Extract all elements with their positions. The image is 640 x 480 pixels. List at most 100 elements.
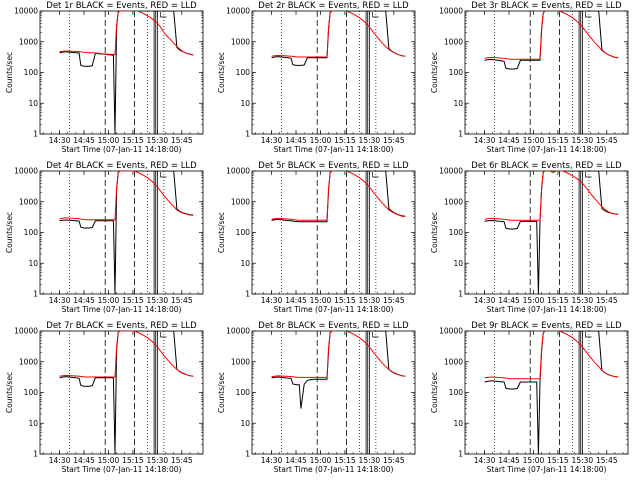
y-tick-label: 10	[453, 99, 463, 108]
events-series-line	[59, 331, 194, 454]
y-tick-label: 10	[28, 419, 38, 428]
plot-frame	[464, 170, 629, 295]
x-tick-label: 15:30	[359, 136, 381, 145]
lld-series-line	[484, 171, 619, 221]
y-tick-label: 10000	[14, 167, 38, 176]
lld-series-line	[59, 171, 194, 221]
y-tick-label: 1000	[19, 37, 38, 46]
plot-frame	[251, 170, 416, 295]
attenuator-marker	[372, 12, 379, 18]
x-tick-label: 15:00	[523, 456, 545, 465]
panel-9: Det 9r BLACK = Events, RED = LLD 1 10 100 10…	[430, 321, 629, 474]
panel-1: Det 1r BLACK = Events, RED = LLD 1 10 100 10…	[5, 1, 204, 154]
events-series-line	[484, 331, 619, 454]
attenuator-marker	[585, 332, 592, 338]
lld-series-line	[484, 331, 619, 380]
y-tick-label: 1000	[19, 197, 38, 206]
x-tick-label: 14:45	[73, 296, 95, 305]
plot-frame	[39, 10, 204, 135]
x-tick-label: 14:45	[285, 136, 307, 145]
y-tick-label: 10	[28, 259, 38, 268]
x-tick-label: 15:45	[171, 456, 193, 465]
x-tick-label: 15:45	[383, 296, 405, 305]
x-tick-label: 15:00	[310, 296, 332, 305]
lld-series-line	[271, 11, 406, 58]
y-tick-label: 1	[33, 450, 38, 459]
panel-3: Det 3r BLACK = Events, RED = LLD 1 10 100 10…	[430, 1, 629, 154]
x-tick-label: 15:00	[523, 136, 545, 145]
x-tick-label: 15:45	[171, 136, 193, 145]
y-tick-label: 1000	[231, 357, 250, 366]
x-tick-label: 14:30	[49, 456, 71, 465]
panel-title: Det 1r BLACK = Events, RED = LLD	[46, 1, 197, 11]
x-tick-label: 14:45	[73, 456, 95, 465]
y-tick-label: 10000	[439, 167, 463, 176]
x-tick-label: 15:00	[98, 456, 120, 465]
x-tick-label: 15:15	[122, 136, 144, 145]
panel-title: Det 8r BLACK = Events, RED = LLD	[258, 321, 409, 331]
y-tick-label: 10	[453, 259, 463, 268]
x-tick-label: 14:30	[261, 296, 283, 305]
y-tick-label: 10000	[226, 327, 250, 336]
y-tick-label: 10	[240, 259, 250, 268]
x-tick-label: 15:45	[596, 456, 618, 465]
x-tick-label: 15:00	[98, 296, 120, 305]
plot-frame	[39, 170, 204, 295]
y-tick-label: 10000	[226, 7, 250, 16]
x-tick-label: 15:15	[334, 136, 356, 145]
y-tick-label: 1	[33, 130, 38, 139]
y-axis-label: Counts/sec	[430, 212, 439, 253]
x-tick-label: 15:15	[547, 136, 569, 145]
x-tick-label: 14:30	[49, 136, 71, 145]
x-tick-label: 15:30	[147, 136, 169, 145]
events-series-line	[271, 11, 406, 66]
panel-title: Det 7r BLACK = Events, RED = LLD	[46, 321, 197, 331]
x-tick-label: 14:45	[285, 296, 307, 305]
y-tick-label: 100	[236, 388, 251, 397]
y-tick-label: 10000	[14, 327, 38, 336]
panel-title: Det 6r BLACK = Events, RED = LLD	[471, 161, 622, 171]
x-tick-label: 14:30	[261, 136, 283, 145]
y-tick-label: 100	[24, 388, 39, 397]
y-axis-label: Counts/sec	[217, 212, 226, 253]
y-axis-label: Counts/sec	[5, 372, 14, 413]
plot-frame	[251, 330, 416, 455]
attenuator-marker	[372, 332, 379, 338]
lld-series-line	[271, 331, 406, 378]
plot-frame	[464, 330, 629, 455]
panel-title: Det 4r BLACK = Events, RED = LLD	[46, 161, 197, 171]
attenuator-marker	[160, 172, 167, 178]
y-tick-label: 10000	[439, 327, 463, 336]
x-tick-label: 14:45	[498, 296, 520, 305]
x-tick-label: 14:45	[285, 456, 307, 465]
x-tick-label: 15:30	[359, 296, 381, 305]
x-axis-label: Start Time (07-Jan-11 14:18:00)	[274, 305, 394, 314]
panel-8: Det 8r BLACK = Events, RED = LLD 1 10 100 10…	[217, 321, 416, 474]
x-tick-label: 14:30	[474, 136, 496, 145]
y-axis-label: Counts/sec	[5, 52, 14, 93]
y-tick-label: 10000	[14, 7, 38, 16]
x-tick-label: 15:00	[310, 136, 332, 145]
y-tick-label: 1000	[231, 197, 250, 206]
attenuator-marker	[160, 332, 167, 338]
panel-title: Det 9r BLACK = Events, RED = LLD	[471, 321, 622, 331]
attenuator-marker	[160, 12, 167, 18]
x-tick-label: 15:00	[98, 136, 120, 145]
panel-4: Det 4r BLACK = Events, RED = LLD 1 10 100 10…	[5, 161, 204, 314]
events-series-line	[59, 171, 194, 294]
x-tick-label: 15:15	[122, 296, 144, 305]
x-axis-label: Start Time (07-Jan-11 14:18:00)	[274, 465, 394, 474]
panel-title: Det 3r BLACK = Events, RED = LLD	[471, 1, 622, 11]
x-axis-label: Start Time (07-Jan-11 14:18:00)	[62, 145, 182, 154]
y-tick-label: 100	[449, 388, 464, 397]
events-series-line	[484, 11, 619, 70]
lld-series-line	[271, 171, 406, 221]
x-tick-label: 15:15	[547, 296, 569, 305]
y-axis-label: Counts/sec	[5, 212, 14, 253]
panel-title: Det 5r BLACK = Events, RED = LLD	[258, 161, 409, 171]
y-tick-label: 10	[240, 419, 250, 428]
y-tick-label: 100	[24, 68, 39, 77]
x-tick-label: 15:15	[547, 456, 569, 465]
x-tick-label: 15:30	[572, 456, 594, 465]
x-tick-label: 15:30	[147, 456, 169, 465]
